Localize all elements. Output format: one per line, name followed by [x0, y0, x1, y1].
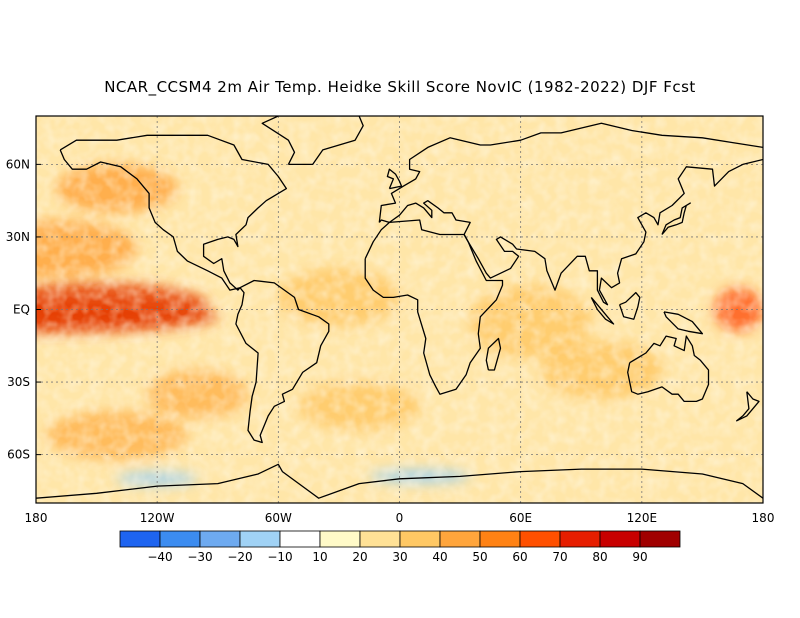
coastline: [36, 463, 763, 499]
colorbar-swatch: [519, 530, 561, 548]
lon-label: 0: [396, 511, 404, 525]
lon-label: 60E: [509, 511, 532, 525]
colorbar-label: 50: [472, 550, 487, 564]
colorbar-label: 30: [392, 550, 407, 564]
skill-field: [36, 116, 763, 503]
coastline: [235, 279, 330, 444]
colorbar-swatch: [639, 530, 681, 548]
colorbar-label: −10: [267, 550, 292, 564]
coastline: [661, 202, 691, 235]
lon-label: 60W: [265, 511, 292, 525]
colorbar-label: 80: [592, 550, 607, 564]
lon-label: 120W: [140, 511, 175, 525]
colorbar-swatch: [439, 530, 481, 548]
lat-label: 60N: [6, 157, 30, 171]
colorbar-swatch: [599, 530, 641, 548]
colorbar-label: −40: [147, 550, 172, 564]
lat-label: 60S: [7, 448, 30, 462]
colorbar-swatch: [239, 530, 281, 548]
colorbar-swatch: [359, 530, 401, 548]
colorbar-swatch: [119, 530, 161, 548]
coastline: [378, 122, 763, 223]
colorbar-label: 60: [512, 550, 527, 564]
coastline: [627, 335, 710, 403]
coastline: [378, 158, 763, 306]
colorbar-swatch: [479, 530, 521, 548]
colorbar-swatch: [319, 530, 361, 548]
lon-label: 120E: [627, 511, 658, 525]
colorbar-label: 10: [312, 550, 327, 564]
lat-label: 30N: [6, 230, 30, 244]
noise-texture: [36, 116, 763, 503]
colorbar-label: −30: [187, 550, 212, 564]
coastline: [364, 219, 504, 395]
coastline: [663, 311, 704, 335]
coastline: [386, 168, 403, 190]
colorbar-swatch: [559, 530, 601, 548]
colorbar-swatch: [199, 530, 241, 548]
colorbar: −40 −30 −20 −10 10 20 30 40 50 60 70 80 90: [119, 530, 681, 564]
coastline: [59, 134, 288, 291]
lon-label: 180: [25, 511, 48, 525]
coastline: [590, 296, 615, 325]
lat-label: 30S: [7, 375, 30, 389]
map-title: NCAR_CCSM4 2m Air Temp. Heidke Skill Sco…: [104, 78, 696, 96]
colorbar-swatch: [279, 530, 321, 548]
coastline: [485, 337, 502, 371]
colorbar-label: 20: [352, 550, 367, 564]
coastline: [618, 291, 641, 320]
lon-label: 180: [752, 511, 775, 525]
colorbar-label: −20: [227, 550, 252, 564]
coastlines: [36, 116, 763, 499]
colorbar-swatch: [159, 530, 201, 548]
colorbar-label: 70: [552, 550, 567, 564]
colorbar-label: 40: [432, 550, 447, 564]
lat-label: EQ: [13, 303, 30, 317]
colorbar-label: 90: [632, 550, 647, 564]
coastline: [736, 391, 760, 422]
coastline: [261, 116, 364, 166]
colorbar-swatch: [399, 530, 441, 548]
